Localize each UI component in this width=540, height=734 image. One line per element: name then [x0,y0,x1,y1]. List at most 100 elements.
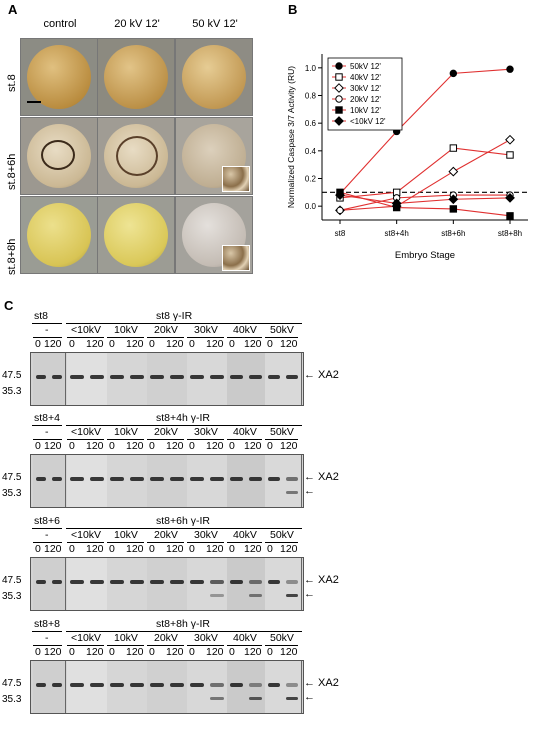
time-label: 120 [206,646,224,658]
blot-treatment-label: st8+4h γ-IR [156,412,210,424]
blot-stage-label: st8+8 [34,618,60,630]
scale-bar [27,101,41,103]
time-label: 120 [244,543,262,555]
time-label: 120 [44,646,62,658]
blot-segment [67,661,108,713]
data-point [505,134,515,145]
time-label: 120 [126,543,144,555]
time-label: 120 [280,543,298,555]
micrograph-50kv-st8-8h [175,196,253,274]
data-point [391,198,402,209]
dose-group-label: 30kV [194,632,218,644]
blot-segment [227,558,266,610]
legend-marker [335,106,343,114]
micrograph-control-st8 [20,38,98,116]
blot-stage-label: st8+4 [34,412,60,424]
xa2-band [70,477,84,481]
time-label: 0 [69,646,75,658]
xa2-band [249,375,262,379]
xa2-band [170,683,184,687]
panel-b-label: B [288,2,298,17]
underline [67,439,104,440]
cleaved-band [210,594,224,597]
time-label: 0 [229,646,235,658]
xa2-band [110,683,124,687]
underline [67,645,104,646]
underline [107,337,144,338]
time-label: 120 [44,440,62,452]
time-label: 120 [206,338,224,350]
micrograph-50kv-st8 [175,38,253,116]
inset-detail [222,166,250,192]
underline [147,542,184,543]
blot-segment [265,455,302,507]
micrograph-20kv-st8-8h [97,196,175,274]
micrograph-control-st8-8h [20,196,98,274]
data-point [506,65,514,73]
time-label: 0 [69,338,75,350]
blot-segment [227,661,266,713]
blot-segment [265,353,302,405]
blot-segment [265,661,302,713]
time-label: 120 [206,543,224,555]
y-tick-label: 0.8 [305,92,317,101]
underline [187,645,224,646]
x-tick-label: st8+6h [441,229,465,238]
blot-segment [147,661,188,713]
xa2-band [210,683,224,687]
xa2-band [249,683,262,687]
xa2-band [286,375,298,379]
time-label: 0 [35,646,41,658]
xa2-band [286,683,298,687]
dose-group-label: 20kV [154,632,178,644]
dose-group-label: 30kV [194,426,218,438]
time-label: 0 [189,338,195,350]
xa2-band [286,477,298,481]
data-point [448,166,459,177]
dose-group-label: - [45,632,49,644]
underline [32,323,62,324]
dose-group-label: 10kV [114,426,138,438]
dose-group-label: <10kV [71,632,102,644]
underline [227,337,262,338]
time-label: 0 [149,338,155,350]
series-line [339,191,511,217]
dose-group-label: 30kV [194,529,218,541]
panel-a-label: A [8,2,18,17]
time-label: 0 [35,543,41,555]
xa2-band [36,477,46,481]
time-label: 120 [44,338,62,350]
column-header-50kv: 50 kV 12' [192,18,238,30]
dose-group-label: 40kV [233,426,257,438]
xa2-band [230,375,243,379]
xa2-band [130,375,144,379]
cleaved-band [210,697,224,700]
underline [33,337,62,338]
time-label: 0 [109,543,115,555]
series-line [339,68,511,195]
y-tick-label: 0.2 [305,175,317,184]
dose-group-label: <10kV [71,426,102,438]
data-point [449,144,458,152]
blot-strip [30,454,304,508]
underline [107,439,144,440]
data-point [336,206,344,215]
time-label: 0 [149,440,155,452]
xa2-band [286,580,298,584]
xa2-band [110,375,124,379]
legend-marker [335,95,343,103]
blot-segment [187,353,228,405]
xa2-band [70,375,84,379]
blot-segment [147,558,188,610]
underline [67,542,104,543]
blot-segment [227,353,266,405]
time-label: 120 [280,338,298,350]
time-label: 120 [126,440,144,452]
xa2-band [90,477,104,481]
underline [265,337,298,338]
xa2-band [268,580,280,584]
dose-group-label: 30kV [194,324,218,336]
series-line [339,139,511,211]
blot-segment [33,455,66,507]
dose-group-label: 20kV [154,426,178,438]
